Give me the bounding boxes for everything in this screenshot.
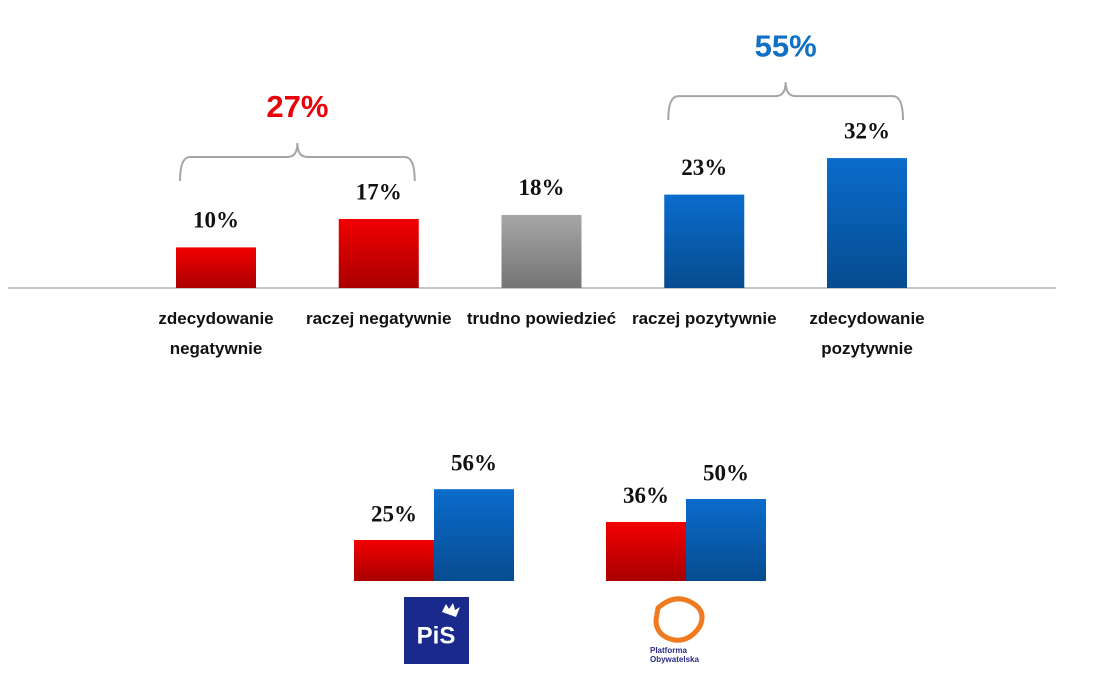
bar-shade — [501, 214, 582, 288]
category-label: raczej pozytywnie — [631, 309, 777, 328]
value-label: 50% — [703, 460, 749, 485]
value-label: 17% — [356, 179, 402, 204]
category-label: zdecydowanie negatywnie — [158, 309, 274, 358]
bar-shade — [606, 521, 686, 581]
category-label: trudno powiedzieć — [466, 309, 617, 328]
category-label: zdecydowanie pozytywnie — [809, 309, 925, 358]
category-label: raczej negatywnie — [305, 309, 452, 328]
bar-shade — [176, 247, 256, 288]
bar-shade — [686, 499, 766, 581]
logo-text: PiS — [417, 622, 456, 649]
value-label: 25% — [371, 501, 417, 526]
bar-shade — [434, 489, 514, 581]
value-label: 36% — [623, 483, 669, 508]
annotation-label: 27% — [266, 89, 328, 124]
bracket — [179, 142, 416, 181]
value-label: 18% — [519, 175, 565, 200]
bar-shade — [338, 218, 419, 288]
annotation-label: 55% — [755, 28, 817, 63]
value-label: 56% — [451, 450, 497, 475]
logo-crown — [442, 603, 460, 617]
bar-shade — [827, 158, 907, 288]
bar-shade — [354, 540, 434, 581]
bracket — [667, 82, 904, 121]
party-logo — [653, 596, 705, 643]
value-label: 10% — [193, 208, 239, 233]
value-label: 23% — [681, 155, 727, 180]
value-label: 32% — [844, 118, 890, 143]
logo-text: Platforma Obywatelska — [650, 646, 699, 664]
bar-shade — [664, 194, 745, 288]
